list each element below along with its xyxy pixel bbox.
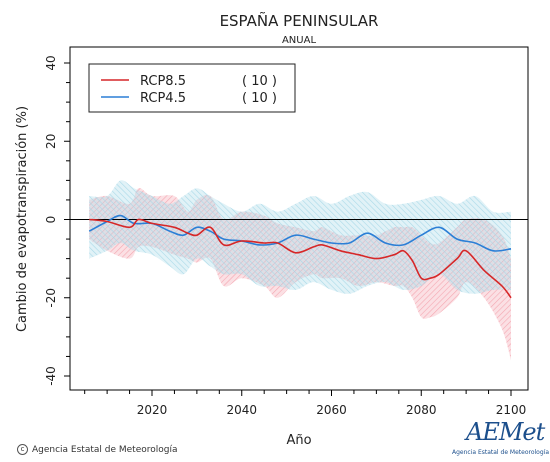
legend-count-rcp45: ( 10 ): [242, 91, 277, 106]
series-line-rcp85: [89, 218, 512, 299]
y-tick-label: -40: [44, 366, 58, 386]
plot-frame: [69, 46, 529, 391]
legend-label-rcp85: RCP8.5: [140, 74, 186, 89]
x-tick-label: 2060: [316, 403, 347, 417]
copyright-credit: c Agencia Estatal de Meteorología: [17, 444, 178, 455]
y-tick-label: 40: [44, 55, 58, 70]
legend-box: [88, 63, 296, 113]
copyright-icon: c: [17, 444, 28, 455]
chart-title: ESPAÑA PENINSULAR: [220, 11, 379, 30]
x-axis-label: Año: [286, 433, 311, 448]
y-tick-label: 20: [44, 134, 58, 149]
aemet-logo: AEMet Agencia Estatal de Meteorología: [452, 418, 549, 460]
chart-subtitle: ANUAL: [282, 35, 316, 46]
logo-tagline: Agencia Estatal de Meteorología: [452, 449, 549, 456]
logo-wordmark: AEMet: [466, 418, 545, 446]
x-tick-label: 2100: [496, 403, 527, 417]
legend-label-rcp45: RCP4.5: [140, 91, 186, 106]
legend: RCP8.5 ( 10 ) RCP4.5 ( 10 ): [88, 63, 296, 113]
y-tick-label: 0: [44, 216, 58, 224]
uncertainty-band-rcp45: [89, 180, 511, 294]
plot-area: [70, 180, 528, 361]
x-tick-label: 2080: [406, 403, 437, 417]
x-tick-label: 2040: [226, 403, 257, 417]
y-tick-label: -20: [44, 288, 58, 308]
x-tick-label: 2020: [137, 403, 168, 417]
legend-count-rcp85: ( 10 ): [242, 74, 277, 89]
y-axis-label: Cambio de evapotranspiración (%): [15, 106, 30, 332]
credit-text: Agencia Estatal de Meteorología: [32, 445, 178, 455]
